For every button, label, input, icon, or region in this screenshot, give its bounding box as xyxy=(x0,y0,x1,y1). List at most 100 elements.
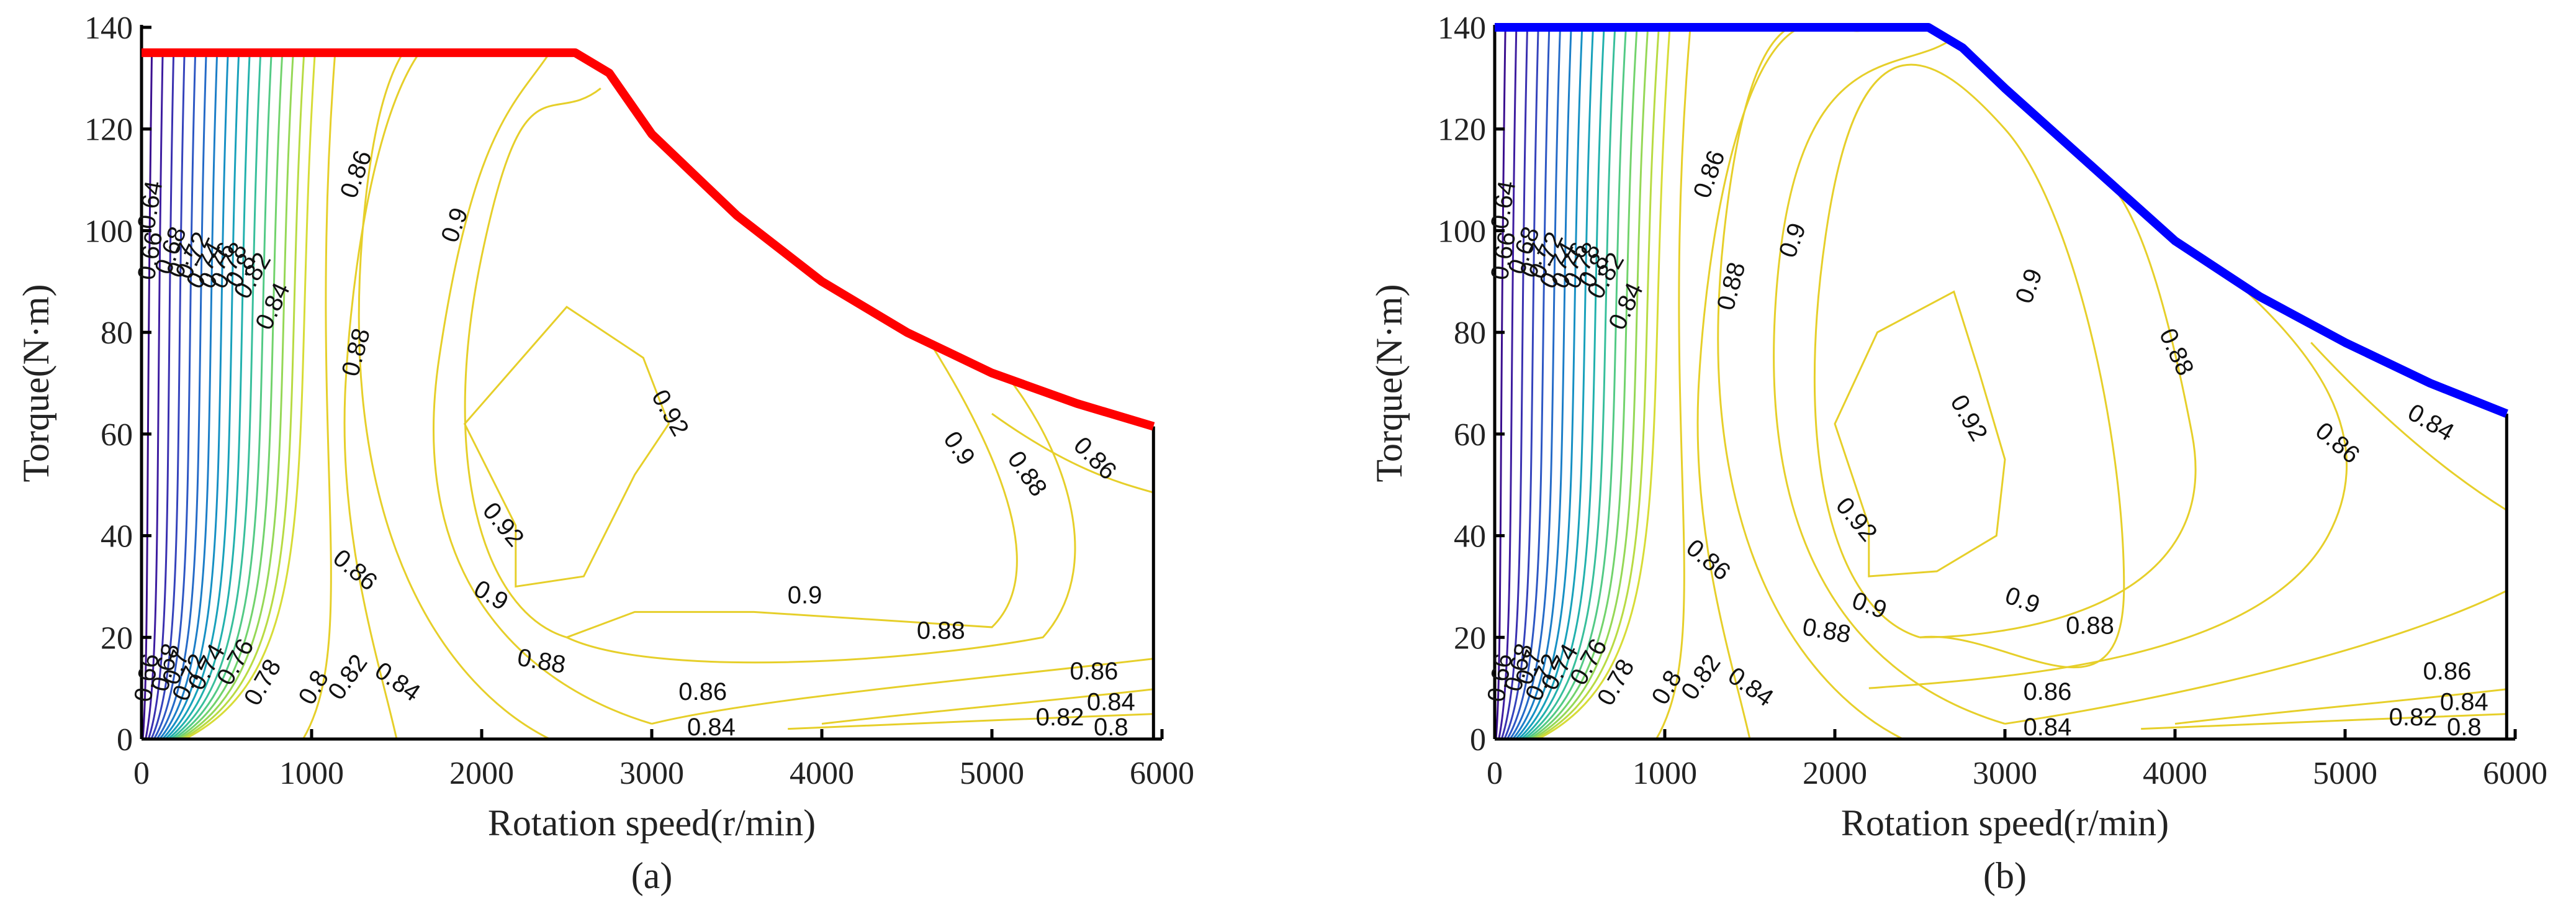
contour-label: 0.84 xyxy=(2024,714,2072,741)
contour-line xyxy=(145,52,165,739)
y-tick-label: 60 xyxy=(1454,417,1486,453)
y-tick-label: 120 xyxy=(84,112,133,148)
contour-label: 0.9 xyxy=(469,575,513,616)
contour-label: 0.88 xyxy=(1712,260,1751,314)
x-tick-label: 4000 xyxy=(2143,756,2207,791)
y-tick-label: 60 xyxy=(101,417,133,453)
contour-line xyxy=(1868,255,2348,689)
contour-line xyxy=(159,52,220,739)
contour-line xyxy=(566,306,1018,638)
contour-label: 0.64 xyxy=(133,179,168,231)
x-tick-label: 6000 xyxy=(1130,756,1194,791)
contour-line xyxy=(2141,712,2507,730)
y-tick-label: 40 xyxy=(101,519,133,555)
chart-panel-a: 0 1000 2000 3000 4000 5000 6000 0 20 40 60 80 100 120… xyxy=(16,11,1194,896)
contour-line xyxy=(153,52,198,739)
contour-line xyxy=(1773,37,2006,725)
contour-line xyxy=(1520,27,1606,739)
x-tick-label: 0 xyxy=(133,756,150,791)
y-axis-title: Torque(N·m) xyxy=(1369,284,1410,482)
contour-line xyxy=(1696,27,1801,739)
contour-label: 0.86 xyxy=(2310,417,2365,469)
contour-line xyxy=(821,687,1154,725)
contour-label: 0.86 xyxy=(1681,534,1736,586)
contour-label: 0.86 xyxy=(335,147,377,201)
contour-line xyxy=(1500,27,1529,739)
contour-line xyxy=(173,52,276,739)
contour-label: 0.9 xyxy=(2011,265,2048,307)
chart-panel-b: 0 1000 2000 3000 4000 5000 6000 0 20 40 60 80 100 120… xyxy=(1369,11,2547,896)
contour-lines xyxy=(1495,27,2507,739)
contour-line xyxy=(1515,27,1584,739)
contour-line xyxy=(1532,27,1651,739)
contour-line xyxy=(1538,27,1673,739)
x-tick-label: 0 xyxy=(1487,756,1503,791)
contour-label: 0.84 xyxy=(687,714,736,741)
y-tick-label: 80 xyxy=(101,315,133,351)
contour-label: 0.9 xyxy=(1849,587,1890,624)
contour-label: 0.88 xyxy=(2154,324,2199,379)
contour-line xyxy=(464,88,601,638)
contour-label: 0.84 xyxy=(1723,662,1778,712)
y-tick-label: 100 xyxy=(1438,214,1486,249)
contour-label: 0.92 xyxy=(1831,492,1883,547)
y-tick-label: 80 xyxy=(1454,315,1486,351)
contour-line xyxy=(1529,27,1640,739)
y-tick-label: 0 xyxy=(1470,722,1486,758)
contour-line xyxy=(651,656,1154,725)
contour-line xyxy=(147,52,176,739)
contour-line xyxy=(1523,27,1618,739)
contour-line xyxy=(1503,27,1540,739)
contour-label: 0.92 xyxy=(646,385,694,440)
x-tick-label: 1000 xyxy=(1633,756,1697,791)
contour-label: 0.86 xyxy=(2024,678,2072,705)
panel-label: (b) xyxy=(1983,855,2027,896)
contour-label: 0.86 xyxy=(678,678,727,705)
y-tick-label: 20 xyxy=(1454,620,1486,656)
contour-label: 0.86 xyxy=(2423,658,2471,685)
y-tick-label: 140 xyxy=(1438,11,1486,46)
contour-line xyxy=(991,412,1154,496)
contour-label: 0.64 xyxy=(1486,179,1521,231)
contour-line xyxy=(2004,586,2507,725)
contour-line xyxy=(1498,27,1518,739)
panel-label: (a) xyxy=(631,855,673,896)
contour-line xyxy=(164,52,242,739)
contour-line xyxy=(1919,168,2197,638)
contour-line xyxy=(1495,27,1507,739)
x-axis-title: Rotation speed(r/min) xyxy=(488,802,816,843)
contour-line xyxy=(1506,27,1551,739)
x-tick-label: 5000 xyxy=(2313,756,2377,791)
contour-line xyxy=(1526,27,1629,739)
contour-line xyxy=(176,52,287,739)
contour-line xyxy=(1509,27,1562,739)
contour-label: 0.82 xyxy=(2389,704,2438,731)
contour-line xyxy=(343,52,448,739)
contour-line xyxy=(142,52,154,739)
x-tick-label: 5000 xyxy=(960,756,1024,791)
contour-line xyxy=(161,52,231,739)
contour-label: 0.9 xyxy=(2002,582,2043,619)
contour-line xyxy=(1518,27,1595,739)
contour-label: 0.88 xyxy=(917,617,965,645)
contour-line xyxy=(170,52,264,739)
contour-line xyxy=(1512,27,1574,739)
contour-label: 0.82 xyxy=(1036,704,1084,731)
x-tick-label: 6000 xyxy=(2483,756,2547,791)
contour-label: 0.88 xyxy=(515,643,567,679)
x-axis-title: Rotation speed(r/min) xyxy=(1841,802,2169,843)
contour-line xyxy=(181,52,308,739)
contour-label: 0.86 xyxy=(1068,432,1122,485)
y-tick-label: 140 xyxy=(84,11,133,46)
contour-line xyxy=(463,306,670,588)
x-tick-label: 4000 xyxy=(790,756,854,791)
contour-label: 0.8 xyxy=(1094,714,1128,741)
contour-label: 0.88 xyxy=(2066,612,2114,639)
contour-label: 0.84 xyxy=(1087,688,1135,715)
contour-label: 0.9 xyxy=(788,581,822,609)
contour-label: 0.88 xyxy=(1801,613,1853,648)
contour-label: 0.92 xyxy=(1945,390,1993,445)
contour-line xyxy=(1655,27,1691,739)
contour-line xyxy=(2174,687,2507,725)
